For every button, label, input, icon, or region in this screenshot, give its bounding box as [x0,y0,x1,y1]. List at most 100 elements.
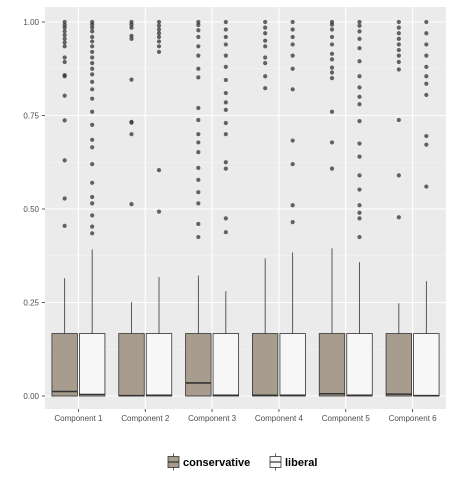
outlier-point [62,55,67,60]
outlier-point [223,90,228,96]
outlier-point [129,19,134,25]
box-liberal-1 [79,19,106,397]
outlier-point [329,27,335,32]
box-body [346,333,373,397]
outlier-point [223,64,228,69]
outlier-point [90,55,95,60]
outlier-point [62,29,67,34]
box-conservative-6 [385,19,412,397]
outlier-point [424,19,429,25]
y-tick-label: 0.00 [23,392,39,401]
outlier-point [129,25,134,30]
box-body [118,333,145,397]
box-body [145,333,173,397]
box-liberal-4 [279,19,306,397]
outlier-point [156,23,162,28]
outlier-point [223,77,228,83]
outlier-point [156,34,162,40]
outlier-point [90,34,95,40]
outlier-point [62,196,67,201]
legend-label-liberal: liberal [285,457,317,469]
x-tick-label: Component 3 [188,414,237,423]
box-body [51,333,78,397]
outlier-point [196,105,201,111]
outlier-point [129,36,134,41]
box-conservative-2 [118,19,145,397]
x-tick-label: Component 2 [121,414,170,423]
outlier-point [357,102,362,107]
box-conservative-5 [318,19,346,397]
outlier-point [90,39,95,44]
outlier-point [396,59,401,65]
x-tick-label: Component 1 [54,414,103,423]
outlier-point [196,19,201,25]
outlier-point [329,34,335,40]
outlier-point [396,117,401,123]
outlier-point [196,132,201,137]
outlier-point [329,51,335,56]
outlier-point [329,140,335,145]
outlier-point [129,202,134,207]
outlier-point [223,100,228,105]
box-conservative-1 [51,19,78,397]
outlier-point [329,166,335,171]
outlier-point [62,40,67,45]
outlier-point [223,34,228,40]
outlier-point [290,19,295,25]
outlier-point [223,132,228,137]
outlier-point [196,66,201,71]
outlier-point [90,61,95,66]
outlier-point [396,19,401,25]
box-body [385,333,412,397]
outlier-point [424,53,429,58]
outlier-point [290,66,295,71]
outlier-point [90,201,95,206]
outlier-point [90,137,95,142]
box-body [212,333,239,397]
outlier-point [329,109,335,114]
outlier-point [223,42,228,47]
outlier-point [90,180,95,185]
outlier-point [196,150,201,155]
outlier-point [196,177,201,182]
outlier-point [90,145,95,150]
outlier-point [357,94,362,99]
outlier-point [223,107,228,112]
outlier-point [396,31,401,36]
outlier-point [357,141,362,146]
outlier-point [290,162,295,167]
outlier-point [196,190,201,195]
outlier-point [156,168,162,173]
outlier-point [196,221,201,227]
outlier-point [90,72,95,77]
outlier-point [396,67,401,72]
outlier-point [156,39,162,44]
outlier-point [263,55,268,60]
outlier-point [196,165,201,170]
outlier-point [329,42,335,47]
outlier-point [62,19,67,25]
box-body [252,333,279,397]
outlier-point [290,138,295,143]
outlier-point [223,166,228,171]
outlier-point [129,77,134,82]
outlier-point [357,36,362,41]
outlier-point [196,28,201,33]
legend-key-conservative [167,453,180,471]
outlier-point [357,19,362,25]
outlier-point [290,27,295,32]
outlier-point [90,213,95,218]
outlier-point [156,49,162,55]
outlier-point [357,203,362,208]
box-liberal-3 [212,19,239,397]
outlier-point [196,44,201,49]
outlier-point [62,59,67,65]
outlier-point [357,216,362,221]
outlier-point [424,81,429,86]
outlier-point [263,74,268,79]
y-tick-label: 0.50 [23,205,39,214]
box-conservative-4 [252,19,279,397]
outlier-point [62,32,67,38]
x-axis: Component 1 Component 2 Component 3 Compone… [54,409,437,423]
box-body [79,333,106,397]
